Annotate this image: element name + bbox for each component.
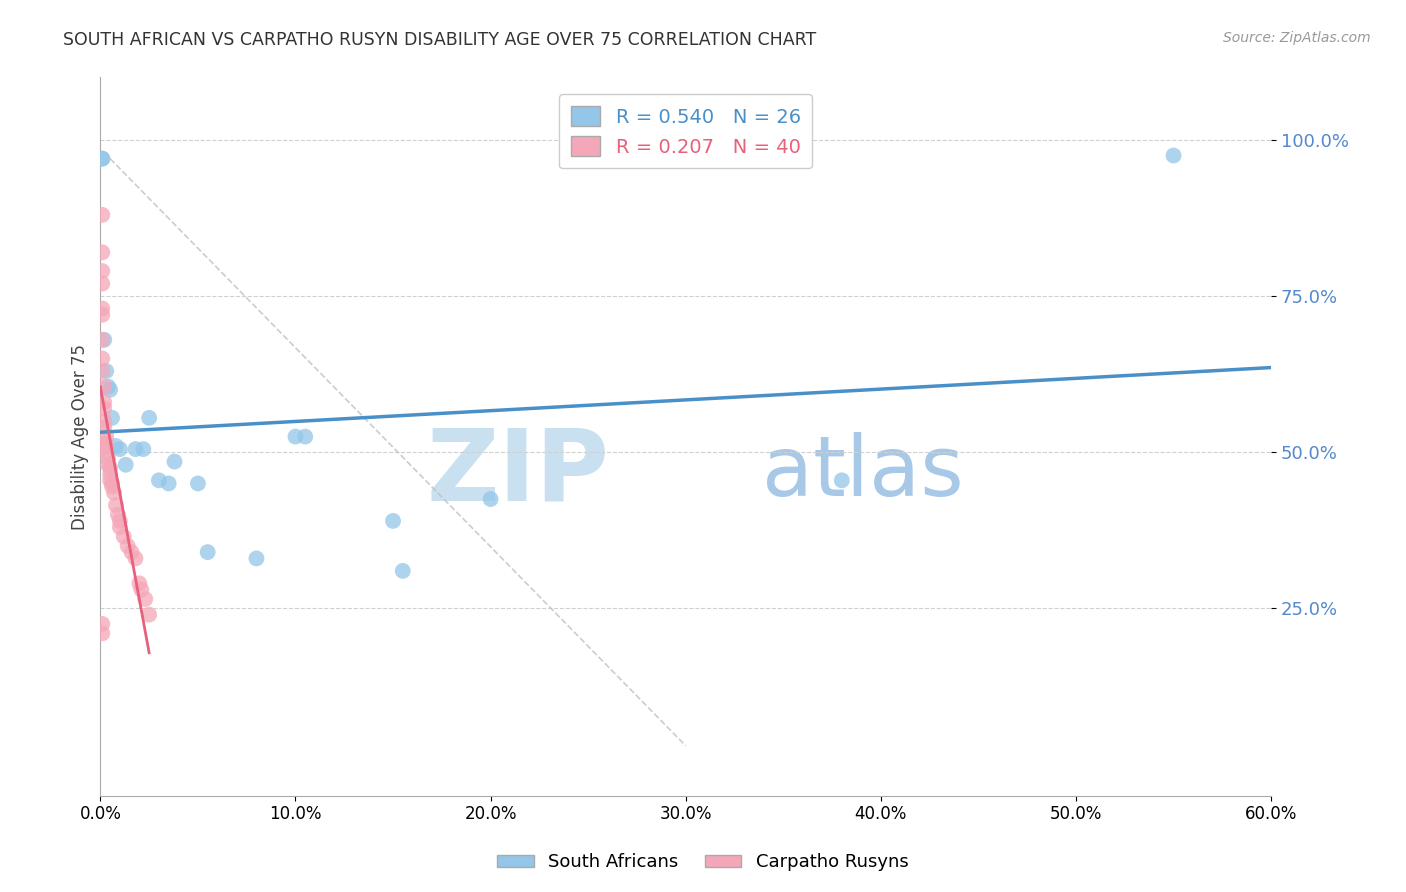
Point xyxy=(93,333,115,347)
Point xyxy=(96,364,118,378)
Point xyxy=(391,564,413,578)
Point xyxy=(134,592,156,607)
Point xyxy=(197,545,219,559)
Text: SOUTH AFRICAN VS CARPATHO RUSYN DISABILITY AGE OVER 75 CORRELATION CHART: SOUTH AFRICAN VS CARPATHO RUSYN DISABILI… xyxy=(63,31,817,49)
Point xyxy=(108,442,131,456)
Point xyxy=(245,551,267,566)
Y-axis label: Disability Age Over 75: Disability Age Over 75 xyxy=(72,343,89,530)
Point xyxy=(382,514,405,528)
Point xyxy=(138,410,160,425)
Point xyxy=(96,445,118,459)
Point xyxy=(101,410,124,425)
Point xyxy=(114,458,136,472)
Point xyxy=(91,333,114,347)
Point xyxy=(124,442,146,456)
Point xyxy=(91,245,114,260)
Text: ZIP: ZIP xyxy=(427,424,610,521)
Point xyxy=(91,364,114,378)
Point xyxy=(108,520,131,534)
Point xyxy=(121,545,143,559)
Point xyxy=(124,551,146,566)
Point xyxy=(93,414,115,428)
Point xyxy=(131,582,153,597)
Point xyxy=(96,429,118,443)
Point xyxy=(91,308,114,322)
Text: atlas: atlas xyxy=(762,432,963,513)
Point xyxy=(1163,148,1185,162)
Point xyxy=(93,420,115,434)
Point xyxy=(98,383,121,397)
Point xyxy=(93,395,115,409)
Point xyxy=(96,439,118,453)
Point xyxy=(91,617,114,632)
Point xyxy=(103,485,125,500)
Text: Source: ZipAtlas.com: Source: ZipAtlas.com xyxy=(1223,31,1371,45)
Point xyxy=(132,442,155,456)
Point xyxy=(91,208,114,222)
Point xyxy=(104,498,127,512)
Point xyxy=(104,439,127,453)
Point xyxy=(97,458,120,472)
Point xyxy=(97,451,120,466)
Point xyxy=(294,429,316,443)
Legend: South Africans, Carpatho Rusyns: South Africans, Carpatho Rusyns xyxy=(491,847,915,879)
Point xyxy=(101,479,124,493)
Point xyxy=(91,301,114,316)
Point xyxy=(91,152,114,166)
Point xyxy=(98,473,121,487)
Point xyxy=(187,476,209,491)
Point xyxy=(98,467,121,481)
Point xyxy=(128,576,150,591)
Point xyxy=(91,152,114,166)
Point xyxy=(479,491,502,506)
Point xyxy=(138,607,160,622)
Point xyxy=(91,277,114,291)
Point xyxy=(284,429,307,443)
Point xyxy=(98,460,121,475)
Point xyxy=(97,379,120,393)
Point xyxy=(91,351,114,366)
Point xyxy=(101,476,124,491)
Point xyxy=(91,264,114,278)
Point xyxy=(831,473,853,487)
Point xyxy=(96,435,118,450)
Point xyxy=(117,539,139,553)
Point xyxy=(93,401,115,416)
Point xyxy=(93,379,115,393)
Point xyxy=(148,473,170,487)
Point xyxy=(108,514,131,528)
Point xyxy=(107,508,129,522)
Point xyxy=(91,626,114,640)
Legend: R = 0.540   N = 26, R = 0.207   N = 40: R = 0.540 N = 26, R = 0.207 N = 40 xyxy=(560,95,813,169)
Point xyxy=(112,530,135,544)
Point xyxy=(163,454,186,468)
Point xyxy=(157,476,180,491)
